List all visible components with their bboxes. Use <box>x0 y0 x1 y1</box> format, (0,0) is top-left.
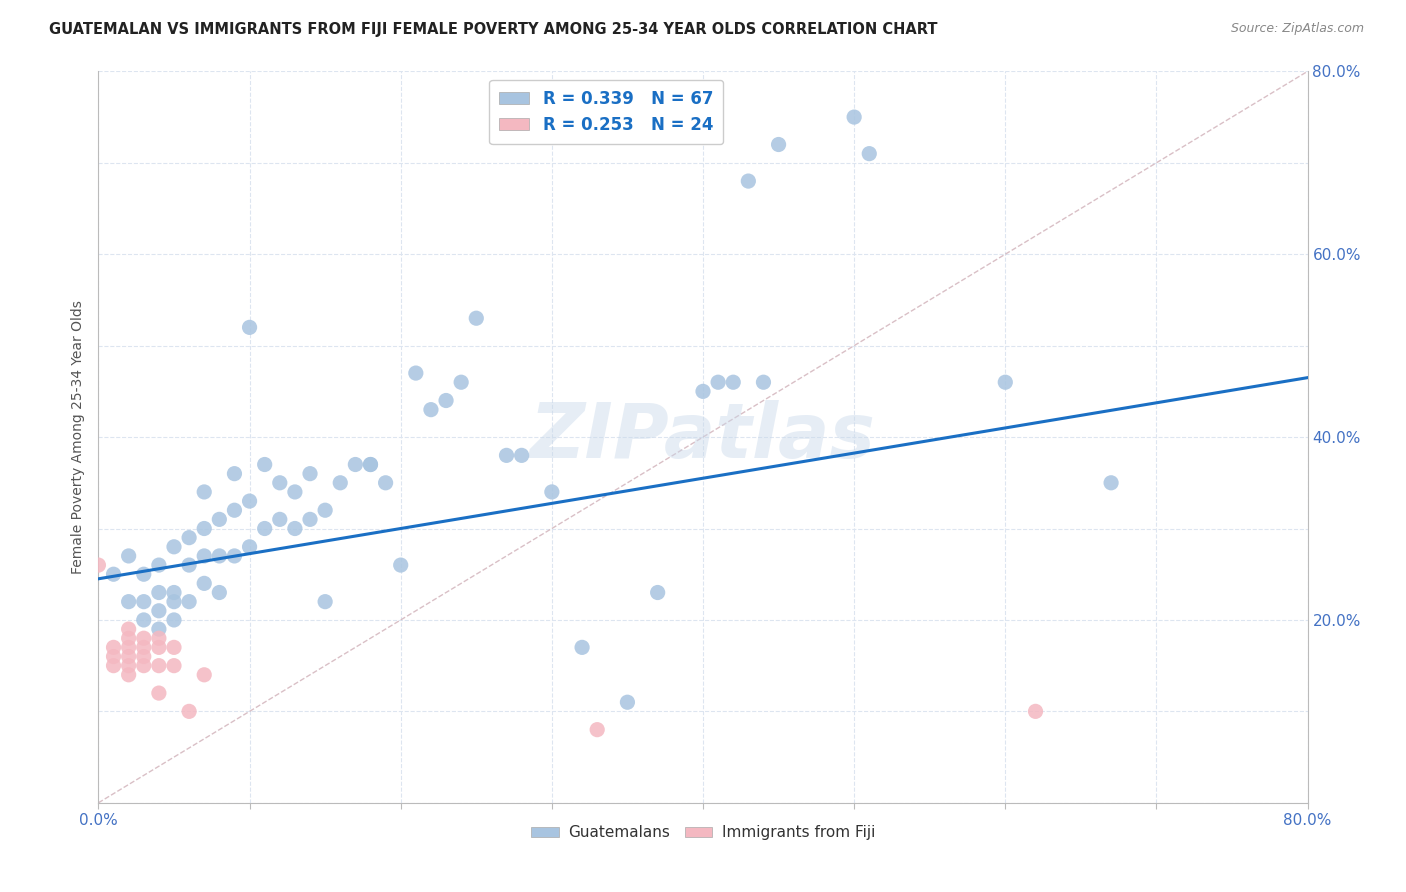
Point <box>132 567 155 582</box>
Point <box>692 384 714 399</box>
Point <box>224 549 246 563</box>
Point <box>148 658 170 673</box>
Point <box>103 640 125 655</box>
Point <box>148 585 170 599</box>
Point <box>132 594 155 608</box>
Point <box>208 512 231 526</box>
Point <box>239 540 262 554</box>
Point <box>723 375 745 389</box>
Point <box>647 585 669 599</box>
Point <box>163 658 186 673</box>
Point <box>360 458 382 472</box>
Point <box>193 521 215 535</box>
Point <box>118 622 141 636</box>
Point <box>179 558 201 573</box>
Point <box>994 375 1017 389</box>
Point <box>420 402 443 417</box>
Point <box>616 695 638 709</box>
Point <box>737 174 759 188</box>
Point <box>495 448 517 462</box>
Point <box>586 723 609 737</box>
Point <box>148 558 170 573</box>
Point <box>132 613 155 627</box>
Point <box>118 640 141 655</box>
Point <box>208 549 231 563</box>
Point <box>253 521 276 535</box>
Point <box>193 485 215 500</box>
Point <box>118 667 141 681</box>
Point <box>314 503 336 517</box>
Point <box>148 632 170 646</box>
Point <box>844 110 866 124</box>
Point <box>858 146 880 161</box>
Point <box>193 576 215 591</box>
Text: GUATEMALAN VS IMMIGRANTS FROM FIJI FEMALE POVERTY AMONG 25-34 YEAR OLDS CORRELAT: GUATEMALAN VS IMMIGRANTS FROM FIJI FEMAL… <box>49 22 938 37</box>
Point <box>148 640 170 655</box>
Point <box>510 448 533 462</box>
Point <box>239 494 262 508</box>
Point <box>269 475 291 490</box>
Point <box>239 320 262 334</box>
Point <box>284 485 307 500</box>
Point <box>208 585 231 599</box>
Point <box>269 512 291 526</box>
Point <box>118 658 141 673</box>
Point <box>163 640 186 655</box>
Point <box>314 594 336 608</box>
Point <box>540 485 562 500</box>
Point <box>360 458 382 472</box>
Point <box>752 375 775 389</box>
Point <box>179 705 201 719</box>
Point <box>118 649 141 664</box>
Point <box>405 366 427 380</box>
Point <box>1099 475 1122 490</box>
Point <box>299 467 322 481</box>
Point <box>450 375 472 389</box>
Point <box>434 393 457 408</box>
Point <box>571 640 593 655</box>
Point <box>253 458 276 472</box>
Point <box>465 311 488 326</box>
Point <box>132 658 155 673</box>
Point <box>118 632 141 646</box>
Text: ZIPatlas: ZIPatlas <box>530 401 876 474</box>
Point <box>299 512 322 526</box>
Point <box>132 632 155 646</box>
Point <box>103 658 125 673</box>
Point <box>132 649 155 664</box>
Point <box>103 567 125 582</box>
Point <box>374 475 396 490</box>
Point <box>87 558 110 573</box>
Point <box>148 622 170 636</box>
Y-axis label: Female Poverty Among 25-34 Year Olds: Female Poverty Among 25-34 Year Olds <box>70 300 84 574</box>
Point <box>148 686 170 700</box>
Point <box>103 649 125 664</box>
Point <box>163 585 186 599</box>
Point <box>179 594 201 608</box>
Point <box>707 375 730 389</box>
Point <box>224 467 246 481</box>
Point <box>148 604 170 618</box>
Point <box>389 558 412 573</box>
Point <box>284 521 307 535</box>
Point <box>1024 705 1046 719</box>
Point <box>163 613 186 627</box>
Point <box>193 667 215 681</box>
Point <box>193 549 215 563</box>
Legend: Guatemalans, Immigrants from Fiji: Guatemalans, Immigrants from Fiji <box>524 819 882 847</box>
Point <box>179 531 201 545</box>
Point <box>344 458 367 472</box>
Point <box>768 137 790 152</box>
Point <box>163 540 186 554</box>
Point <box>118 549 141 563</box>
Point <box>118 594 141 608</box>
Text: Source: ZipAtlas.com: Source: ZipAtlas.com <box>1230 22 1364 36</box>
Point <box>132 640 155 655</box>
Point <box>163 594 186 608</box>
Point <box>329 475 352 490</box>
Point <box>224 503 246 517</box>
